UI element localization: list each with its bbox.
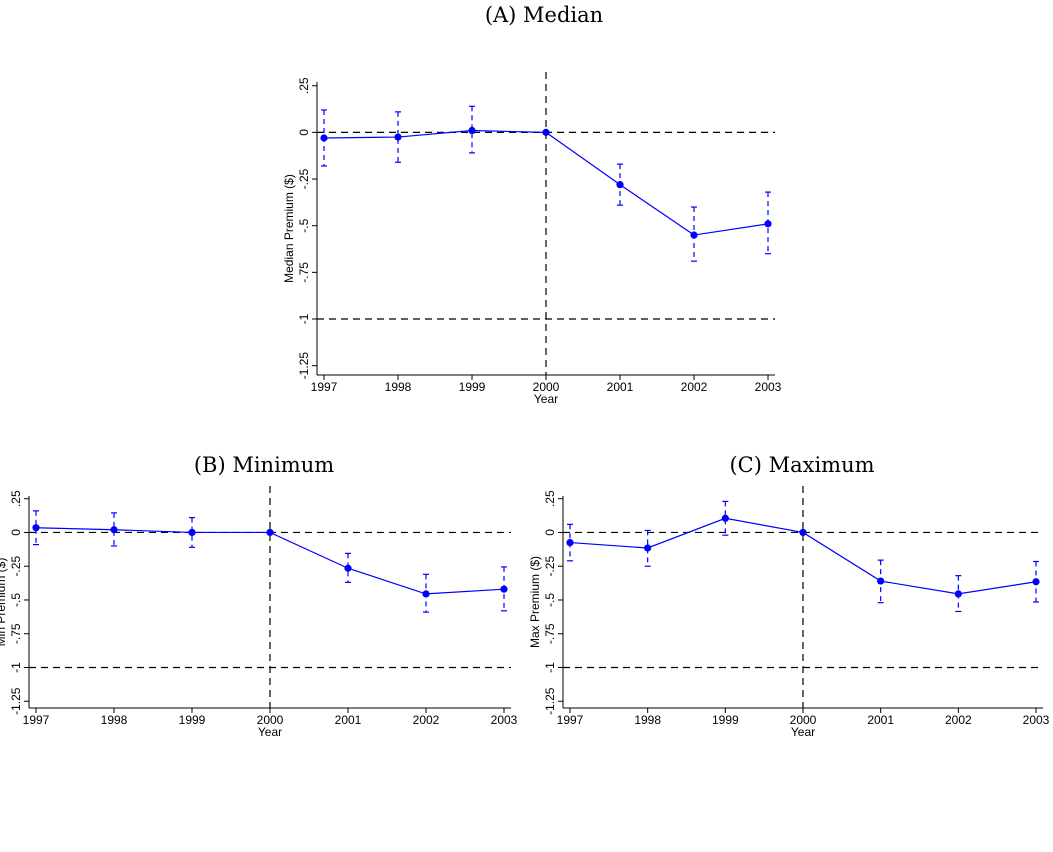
y-tick-label: -.5 [297, 218, 311, 232]
x-tick-label: 2000 [790, 713, 817, 727]
y-tick-label: 0 [543, 529, 557, 536]
panel-title-median: (A) Median [485, 3, 603, 27]
x-tick-label: 1998 [101, 713, 128, 727]
y-tick-label: -.25 [543, 556, 557, 577]
x-tick-label: 1999 [712, 713, 739, 727]
data-point-2000 [799, 528, 807, 537]
y-tick-label: -1.25 [297, 352, 311, 380]
x-tick-label: 1997 [23, 713, 50, 727]
data-point-1997 [320, 134, 328, 142]
data-point-1997 [32, 524, 40, 532]
x-tick-label: 2001 [867, 713, 894, 727]
x-tick-label: 1998 [634, 713, 661, 727]
y-tick-label: -1 [543, 662, 557, 673]
y-tick-label: -.25 [297, 168, 311, 189]
data-point-1998 [110, 526, 118, 534]
y-tick-label: -.25 [9, 556, 23, 577]
panel-title-maximum: (C) Maximum [729, 453, 874, 477]
data-point-1997 [566, 538, 574, 547]
y-tick-label: -.5 [543, 593, 557, 607]
y-tick-label: .25 [9, 490, 23, 507]
data-point-2003 [764, 220, 772, 228]
x-tick-label: 2002 [413, 713, 440, 727]
data-point-1999 [468, 126, 476, 135]
y-axis-title: Max Premium ($) [528, 556, 542, 648]
data-point-2002 [954, 590, 962, 598]
data-point-2001 [616, 181, 624, 189]
data-point-1999 [721, 514, 729, 522]
data-point-1998 [644, 544, 652, 552]
y-tick-label: 0 [297, 129, 311, 136]
x-tick-label: 1999 [459, 380, 486, 394]
data-point-2001 [344, 564, 352, 572]
y-tick-label: -1 [297, 313, 311, 324]
y-tick-label: -.5 [9, 593, 23, 607]
y-tick-label: -.75 [297, 262, 311, 283]
x-tick-label: 2000 [533, 380, 560, 394]
x-tick-label: 2002 [945, 713, 972, 727]
y-tick-label: 0 [9, 529, 23, 536]
x-tick-label: 2001 [335, 713, 362, 727]
y-tick-label: -1.25 [9, 687, 23, 715]
x-axis-title: Year [258, 725, 282, 739]
data-point-2003 [500, 585, 508, 593]
y-tick-label: -1 [9, 662, 23, 673]
data-point-2000 [542, 128, 550, 136]
y-tick-label: .25 [543, 490, 557, 507]
x-tick-label: 2003 [491, 713, 518, 727]
y-axis-title: Min Premium ($) [0, 558, 8, 647]
x-tick-label: 2000 [257, 713, 284, 727]
x-tick-label: 2003 [1023, 713, 1050, 727]
x-tick-label: 1997 [557, 713, 584, 727]
data-point-2003 [1032, 578, 1040, 586]
y-tick-label: -1.25 [543, 687, 557, 715]
y-axis-title: Median Premium ($) [282, 174, 296, 283]
x-tick-label: 2002 [681, 380, 708, 394]
x-axis-title: Year [534, 392, 558, 406]
x-tick-label: 1997 [311, 380, 338, 394]
x-axis-title: Year [791, 725, 815, 739]
panel-title-minimum: (B) Minimum [194, 453, 334, 477]
y-tick-label: .25 [297, 77, 311, 94]
x-tick-label: 1998 [385, 380, 412, 394]
x-tick-label: 1999 [179, 713, 206, 727]
y-tick-label: -.75 [543, 623, 557, 644]
data-point-2001 [877, 577, 885, 585]
y-tick-label: -.75 [9, 623, 23, 644]
data-point-2002 [422, 590, 430, 598]
data-point-1999 [188, 528, 196, 537]
data-point-2000 [266, 528, 274, 537]
x-tick-label: 2001 [607, 380, 634, 394]
data-point-2002 [690, 231, 698, 239]
x-tick-label: 2003 [755, 380, 782, 394]
data-point-1998 [394, 133, 402, 141]
